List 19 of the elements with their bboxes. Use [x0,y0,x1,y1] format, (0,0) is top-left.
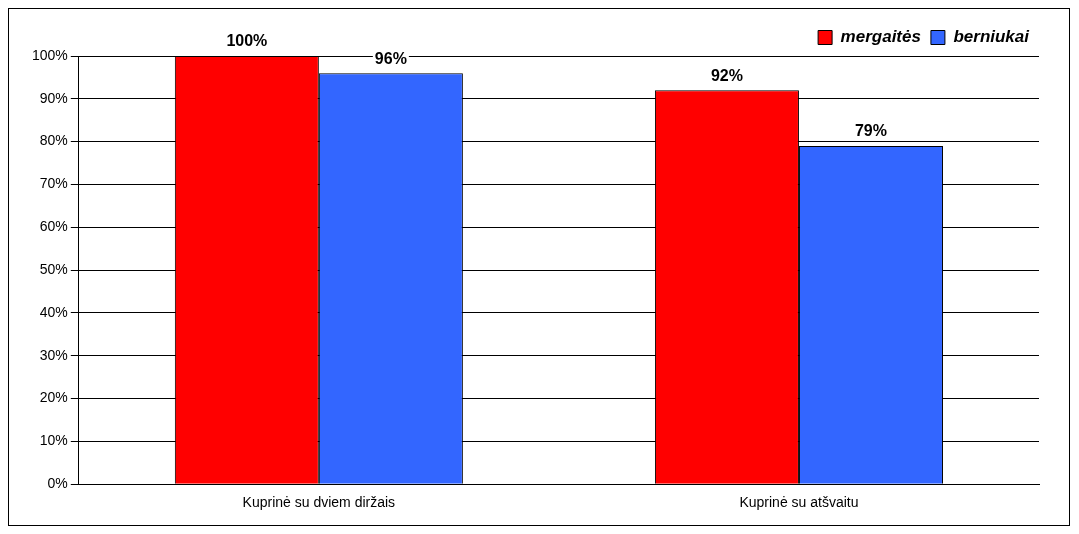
legend-label: mergaitės [840,27,921,47]
y-tick-label: 10% [39,432,68,449]
y-tick-label: 70% [39,175,68,192]
y-tick-label: 30% [39,346,68,363]
y-tick-label: 60% [39,218,68,235]
data-label: 79% [854,122,887,140]
y-tick-label: 100% [31,46,68,63]
y-tick-label: 20% [39,389,68,406]
y-tick-label: 0% [47,475,68,492]
legend-label: berniukai [953,27,1031,47]
y-tick-label: 50% [39,260,68,277]
data-label: 100% [226,32,268,50]
x-tick-label: Kuprinė su dviem diržais [242,494,396,511]
x-tick-label: Kuprinė su atšvaitu [739,494,859,511]
data-label: 96% [374,49,407,67]
data-label: 92% [710,66,743,84]
y-tick-label: 90% [39,89,68,106]
y-tick-label: 40% [39,303,68,320]
y-tick-label: 80% [39,132,68,149]
